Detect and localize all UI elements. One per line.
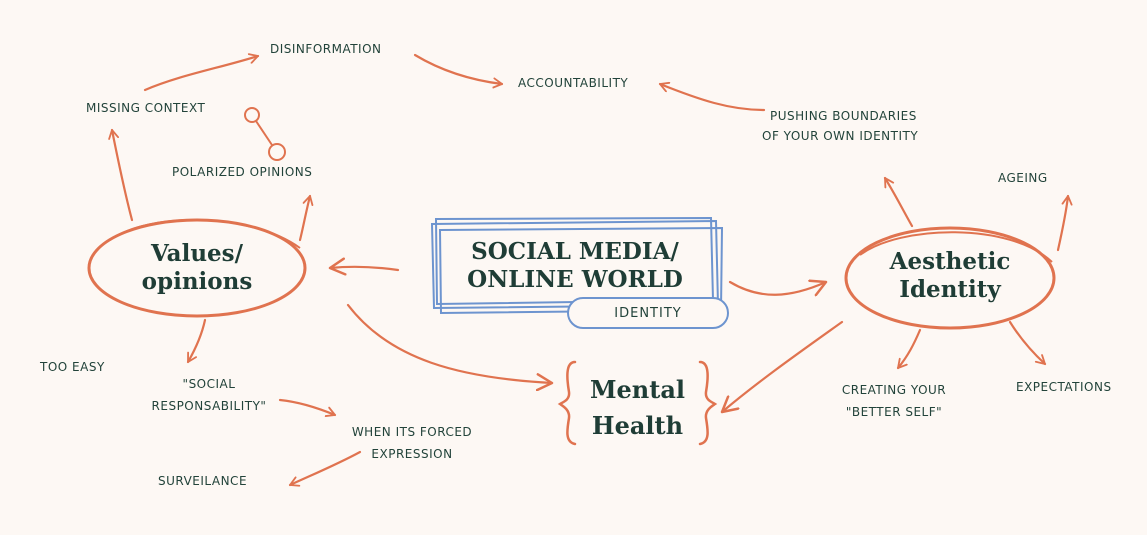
- label-ageing: AGEING: [998, 171, 1048, 185]
- aesthetic-node: Aesthetic Identity: [852, 248, 1048, 303]
- arrow-missing-context-to-disinformation: [143, 53, 260, 92]
- label-social-line1: "SOCIAL: [182, 377, 236, 391]
- arrow-center-to-values: [330, 267, 400, 270]
- arrow-aesthetic-to-mental: [722, 320, 844, 412]
- mental-health-braces: [557, 360, 718, 446]
- label-forced-line1: WHEN ITS FORCED: [351, 425, 473, 439]
- label-disinformation: DISINFORMATION: [270, 42, 382, 56]
- label-expectations: EXPECTATIONS: [1016, 380, 1112, 394]
- arrow-forced-to-surveilance: [288, 450, 362, 487]
- arrow-pushing-to-accountability: [658, 81, 766, 112]
- mental-health-line1: Mental: [589, 375, 686, 404]
- mental-health-line2: Health: [591, 411, 684, 440]
- label-surveilance: SURVEILANCE: [158, 474, 248, 488]
- label-social-responsability: "SOCIAL RESPONSABILITY": [134, 374, 284, 417]
- label-creating-better-self: CREATING YOUR "BETTER SELF": [820, 380, 968, 423]
- label-pushing-line2: OF YOUR OWN IDENTITY: [762, 129, 919, 144]
- link-connector-icon: [244, 107, 286, 161]
- arrow-values-to-polarized: [298, 194, 314, 242]
- arrow-values-to-social: [186, 318, 207, 364]
- identity-tag-frame: [567, 297, 729, 329]
- label-forced-line2: EXPRESSION: [371, 446, 453, 461]
- label-polarized-opinions: POLARIZED OPINIONS: [172, 165, 313, 179]
- center-title-line1: SOCIAL MEDIA/: [471, 238, 679, 265]
- arrow-center-to-aesthetic: [728, 282, 826, 295]
- label-creating-line2: "BETTER SELF": [845, 404, 943, 419]
- label-creating-line1: CREATING YOUR: [841, 383, 947, 397]
- values-node-line2: opinions: [141, 267, 253, 295]
- arrow-aesthetic-to-pushing: [883, 176, 914, 228]
- arrow-values-to-mental: [346, 303, 552, 383]
- arrow-aesthetic-to-ageing: [1056, 194, 1073, 252]
- label-social-line2: RESPONSABILITY": [151, 398, 267, 413]
- values-ellipse: [87, 218, 307, 318]
- center-title-line2: ONLINE WORLD: [467, 265, 683, 293]
- arrow-aesthetic-to-creating: [896, 328, 922, 370]
- arrow-social-to-forced: [278, 398, 337, 418]
- label-missing-context: MISSING CONTEXT: [86, 101, 206, 115]
- label-pushing-line1: PUSHING BOUNDARIES: [770, 109, 917, 123]
- aesthetic-ellipse: [844, 226, 1056, 330]
- arrow-aesthetic-to-expectations: [1008, 320, 1047, 366]
- identity-tag: IDENTITY: [614, 306, 682, 321]
- arrow-disinformation-to-accountability: [413, 53, 504, 89]
- label-when-forced-expression: WHEN ITS FORCED EXPRESSION: [334, 422, 490, 465]
- values-node-line1: Values/: [150, 240, 244, 267]
- values-node: Values/ opinions: [100, 240, 294, 295]
- aesthetic-node-line2: Identity: [899, 275, 1001, 303]
- aesthetic-node-line1: Aesthetic: [889, 248, 1011, 275]
- arrow-values-to-missing-context: [108, 128, 134, 222]
- label-accountability: ACCOUNTABILITY: [518, 76, 629, 90]
- mental-health-node: Mental Health: [580, 372, 695, 444]
- center-title: SOCIAL MEDIA/ ONLINE WORLD: [442, 238, 708, 293]
- label-pushing-boundaries: PUSHING BOUNDARIES OF YOUR OWN IDENTITY: [762, 106, 918, 147]
- label-too-easy: TOO EASY: [40, 360, 105, 374]
